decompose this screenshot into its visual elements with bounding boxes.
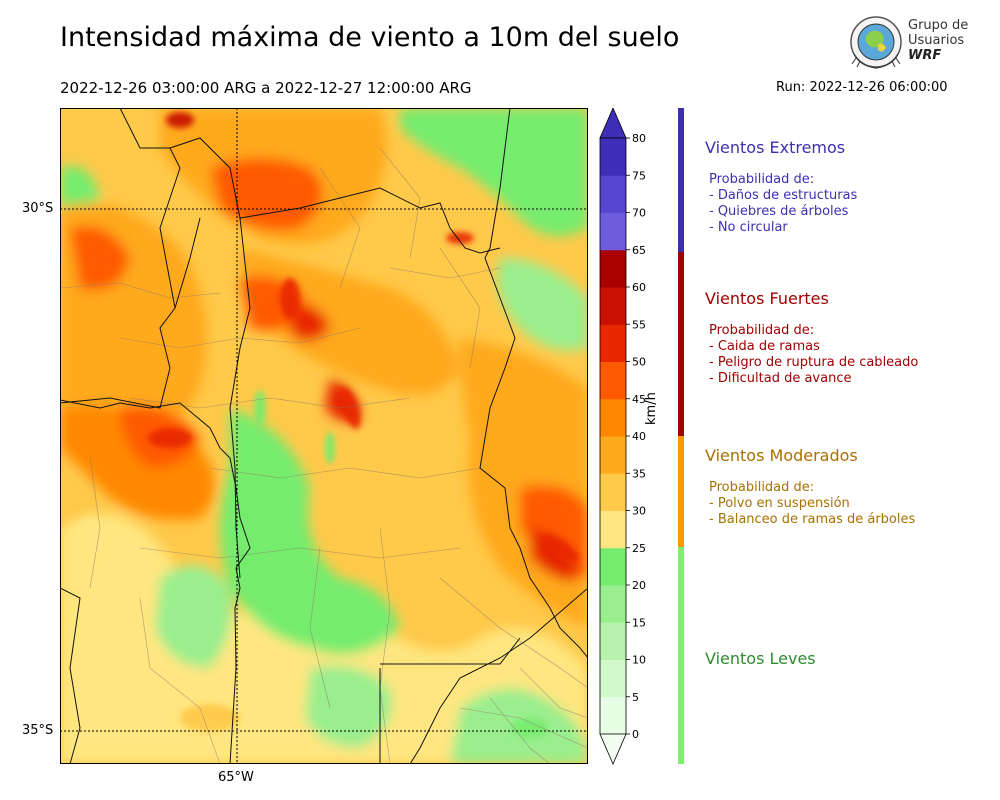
logo-text: Grupo de Usuarios WRF <box>908 18 968 63</box>
logo-line-2: Usuarios <box>908 33 965 48</box>
category-title-extremos: Vientos Extremos <box>705 138 846 157</box>
lat-label-35s: 35°S <box>22 723 54 738</box>
colorbar-segment <box>600 398 626 437</box>
colorbar-segment <box>600 510 626 549</box>
lat-label-30s: 30°S <box>22 201 54 216</box>
colorbar-tick-label: 50 <box>632 356 646 369</box>
category-item: - Peligro de ruptura de cableado <box>709 355 919 370</box>
category-item: - Dificultad de avance <box>709 371 852 386</box>
category-desc-moderados: Probabilidad de: - Polvo en suspensión -… <box>709 480 915 528</box>
colorbar-segment <box>600 287 626 325</box>
category-item: - Balanceo de ramas de árboles <box>709 512 916 527</box>
colorbar-tick-label: 25 <box>632 542 646 555</box>
colorbar-segment <box>600 175 626 213</box>
category-title-fuertes: Vientos Fuertes <box>705 289 829 308</box>
colorbar-segment <box>600 622 626 660</box>
department-borders <box>60 147 588 764</box>
logo-line-3: WRF <box>908 48 942 63</box>
colorbar-tick-label: 10 <box>632 654 646 667</box>
chart-title: Intensidad máxima de viento a 10m del su… <box>60 22 680 53</box>
globe-icon <box>850 16 902 69</box>
colorbar-tick-label: 15 <box>632 616 646 629</box>
run-time: Run: 2022-12-26 06:00:00 <box>776 80 948 95</box>
colorbar-tick-label: 0 <box>632 728 639 741</box>
wind-field-detail <box>76 112 579 738</box>
colorbar-tick-label: 5 <box>632 691 639 704</box>
colorbar-tick-label: 55 <box>632 318 646 331</box>
category-title-leves: Vientos Leves <box>705 649 816 668</box>
colorbar-segment <box>600 659 626 698</box>
colorbar-segment <box>600 249 626 288</box>
graticule <box>60 108 588 764</box>
category-title-moderados: Vientos Moderados <box>705 446 858 465</box>
colorbar-unit: km/h <box>644 392 659 425</box>
colorbar-segment <box>600 436 626 474</box>
category-bar-fuertes <box>678 252 684 436</box>
colorbar-segment <box>600 212 626 251</box>
category-bar-moderados <box>678 436 684 547</box>
forecast-period: 2022-12-26 03:00:00 ARG a 2022-12-27 12:… <box>60 79 472 97</box>
colorbar-tick-label: 20 <box>632 579 646 592</box>
grupo-wrf-logo: Grupo de Usuarios WRF <box>848 14 978 74</box>
colorbar-tick-label: 75 <box>632 169 646 182</box>
category-desc-fuertes: Probabilidad de: - Caida de ramas - Peli… <box>709 323 918 387</box>
colorbar-under-extension <box>599 733 627 766</box>
colorbar-segment <box>600 473 626 511</box>
logo-line-1: Grupo de <box>908 18 969 33</box>
colorbar-segment <box>600 547 626 586</box>
colorbar: 0 5 10 15 20 25 30 35 40 45 50 55 60 65 70 75 80 <box>599 108 646 766</box>
colorbar-tick-label: 45 <box>632 393 646 406</box>
province-borders <box>60 108 588 764</box>
category-bar-extremos <box>678 108 684 252</box>
wind-map <box>60 108 588 764</box>
category-heading: Probabilidad de: <box>709 323 815 338</box>
category-item: - Daños de estructuras <box>709 188 858 203</box>
map-frame <box>60 108 588 764</box>
colorbar-over-extension <box>599 108 627 139</box>
colorbar-segment <box>600 324 626 362</box>
category-heading: Probabilidad de: <box>709 480 815 495</box>
colorbar-segment <box>600 361 626 400</box>
colorbar-segment <box>600 138 626 176</box>
category-bar-leves <box>678 547 684 764</box>
category-item: - Caida de ramas <box>709 339 820 354</box>
colorbar-tick-label: 35 <box>632 467 646 480</box>
category-item: - No circular <box>709 220 788 235</box>
colorbar-segment <box>600 696 626 735</box>
colorbar-tick-label: 70 <box>632 207 646 220</box>
colorbar-tick-label: 65 <box>632 244 646 257</box>
colorbar-tick-label: 80 <box>632 132 646 145</box>
colorbar-tick-label: 30 <box>632 505 646 518</box>
colorbar-tick-label: 40 <box>632 430 646 443</box>
category-desc-extremos: Probabilidad de: - Daños de estructuras … <box>709 172 857 236</box>
category-heading: Probabilidad de: <box>709 172 815 187</box>
lon-label-65w: 65°W <box>218 770 254 785</box>
category-item: - Polvo en suspensión <box>709 496 850 511</box>
colorbar-segment <box>600 585 626 623</box>
colorbar-tick-label: 60 <box>632 281 646 294</box>
category-item: - Quiebres de árboles <box>709 204 849 219</box>
